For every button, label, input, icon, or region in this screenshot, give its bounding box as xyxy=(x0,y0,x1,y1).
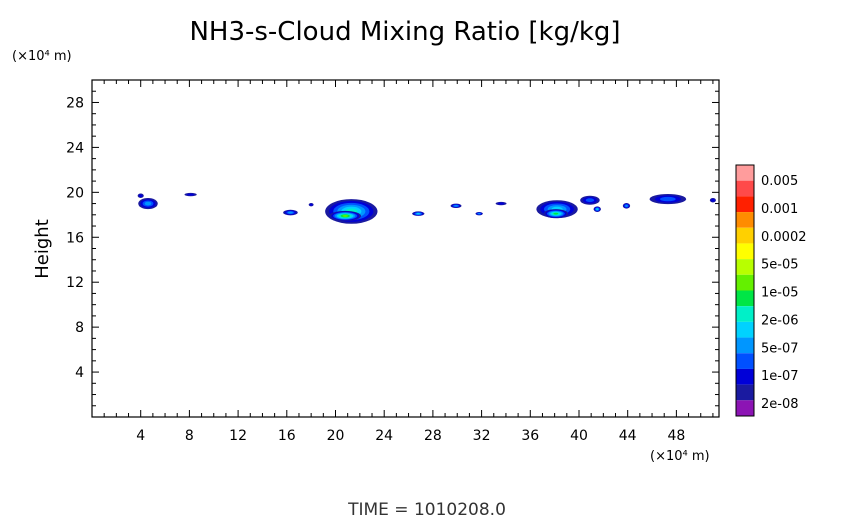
x-tick-label: 28 xyxy=(424,428,442,444)
colorbar-swatch xyxy=(736,227,754,244)
colorbar-label: 0.0002 xyxy=(761,230,807,245)
colorbar-swatch xyxy=(736,180,754,197)
x-tick-label: 36 xyxy=(521,428,539,444)
x-tick-label: 24 xyxy=(375,428,393,444)
colorbar-label: 0.001 xyxy=(761,202,798,217)
cloud-patch xyxy=(342,215,349,217)
colorbar-swatch xyxy=(736,384,754,401)
y-tick-label: 12 xyxy=(66,275,84,291)
colorbar-swatch xyxy=(736,306,754,322)
colorbar-label: 1e-05 xyxy=(761,286,799,301)
y-tick-label: 8 xyxy=(75,320,84,336)
y-tick-label: 24 xyxy=(66,140,84,156)
x-tick-label: 8 xyxy=(185,428,194,444)
colorbar-swatch xyxy=(736,212,754,228)
cloud-patch xyxy=(288,211,293,214)
colorbar-swatch xyxy=(736,259,754,275)
colorbar-swatch xyxy=(736,196,754,213)
cloud-patch xyxy=(553,212,559,215)
cloud-patch xyxy=(309,203,313,206)
x-tick-label: 32 xyxy=(473,428,491,444)
colorbar-swatch xyxy=(736,368,754,385)
cloud-field xyxy=(137,192,716,224)
colorbar-swatch xyxy=(736,353,754,369)
x-tick-label: 40 xyxy=(570,428,588,444)
y-tick-label: 16 xyxy=(66,230,84,246)
y-axis-label: Height xyxy=(32,219,53,279)
plot-border xyxy=(91,79,720,418)
cloud-patch xyxy=(138,194,143,198)
colorbar-label: 2e-06 xyxy=(761,313,799,328)
cloud-patch xyxy=(416,213,420,215)
x-tick-label: 48 xyxy=(667,428,685,444)
colorbar-swatch xyxy=(736,337,754,354)
cloud-patch xyxy=(660,196,676,202)
colorbar: 0.005 0.001 0.0002 5e-05 1e-05 2e-06 5e-07 1e-0… xyxy=(735,164,807,417)
cloud-patch xyxy=(144,201,152,206)
colorbar-label: 2e-08 xyxy=(761,397,799,412)
colorbar-swatch xyxy=(736,321,754,338)
colorbar-label: 5e-07 xyxy=(761,341,799,356)
y-axis-unit: (×10⁴ m) xyxy=(12,49,72,64)
x-tick-label: 20 xyxy=(327,428,345,444)
colorbar-swatch xyxy=(736,400,754,416)
colorbar-label: 0.005 xyxy=(761,174,798,189)
cloud-patch xyxy=(711,198,715,202)
x-tick-label: 16 xyxy=(278,428,296,444)
cloud-patch xyxy=(477,213,481,215)
plot-frame xyxy=(91,79,720,418)
colorbar-swatch xyxy=(736,290,754,307)
x-axis: 4 8 12 16 20 24 28 32 36 40 44 48 xyxy=(103,80,714,444)
colorbar-label: 5e-05 xyxy=(761,258,799,273)
y-tick-label: 20 xyxy=(66,185,84,201)
y-tick-label: 28 xyxy=(66,95,84,111)
colorbar-border xyxy=(735,164,755,417)
cloud-patch xyxy=(454,205,458,207)
colorbar-label: 1e-07 xyxy=(761,369,799,384)
colorbar-swatch xyxy=(736,274,754,291)
cloud-patch xyxy=(186,193,195,196)
cloud-patch xyxy=(596,208,599,210)
x-tick-label: 12 xyxy=(229,428,247,444)
time-label: TIME = 1010208.0 xyxy=(347,500,506,519)
x-axis-unit: (×10⁴ m) xyxy=(650,449,710,464)
x-tick-label: 4 xyxy=(136,428,145,444)
colorbar-swatch xyxy=(736,243,754,260)
y-tick-label: 4 xyxy=(75,365,84,381)
x-tick-label: 44 xyxy=(619,428,637,444)
cloud-patch xyxy=(625,204,628,207)
colorbar-swatch xyxy=(736,165,754,181)
cloud-patch xyxy=(497,202,505,205)
y-axis: 4 8 12 16 20 24 28 xyxy=(66,90,719,407)
chart-title: NH3-s-Cloud Mixing Ratio [kg/kg] xyxy=(189,17,620,47)
cloud-patch xyxy=(585,198,595,203)
